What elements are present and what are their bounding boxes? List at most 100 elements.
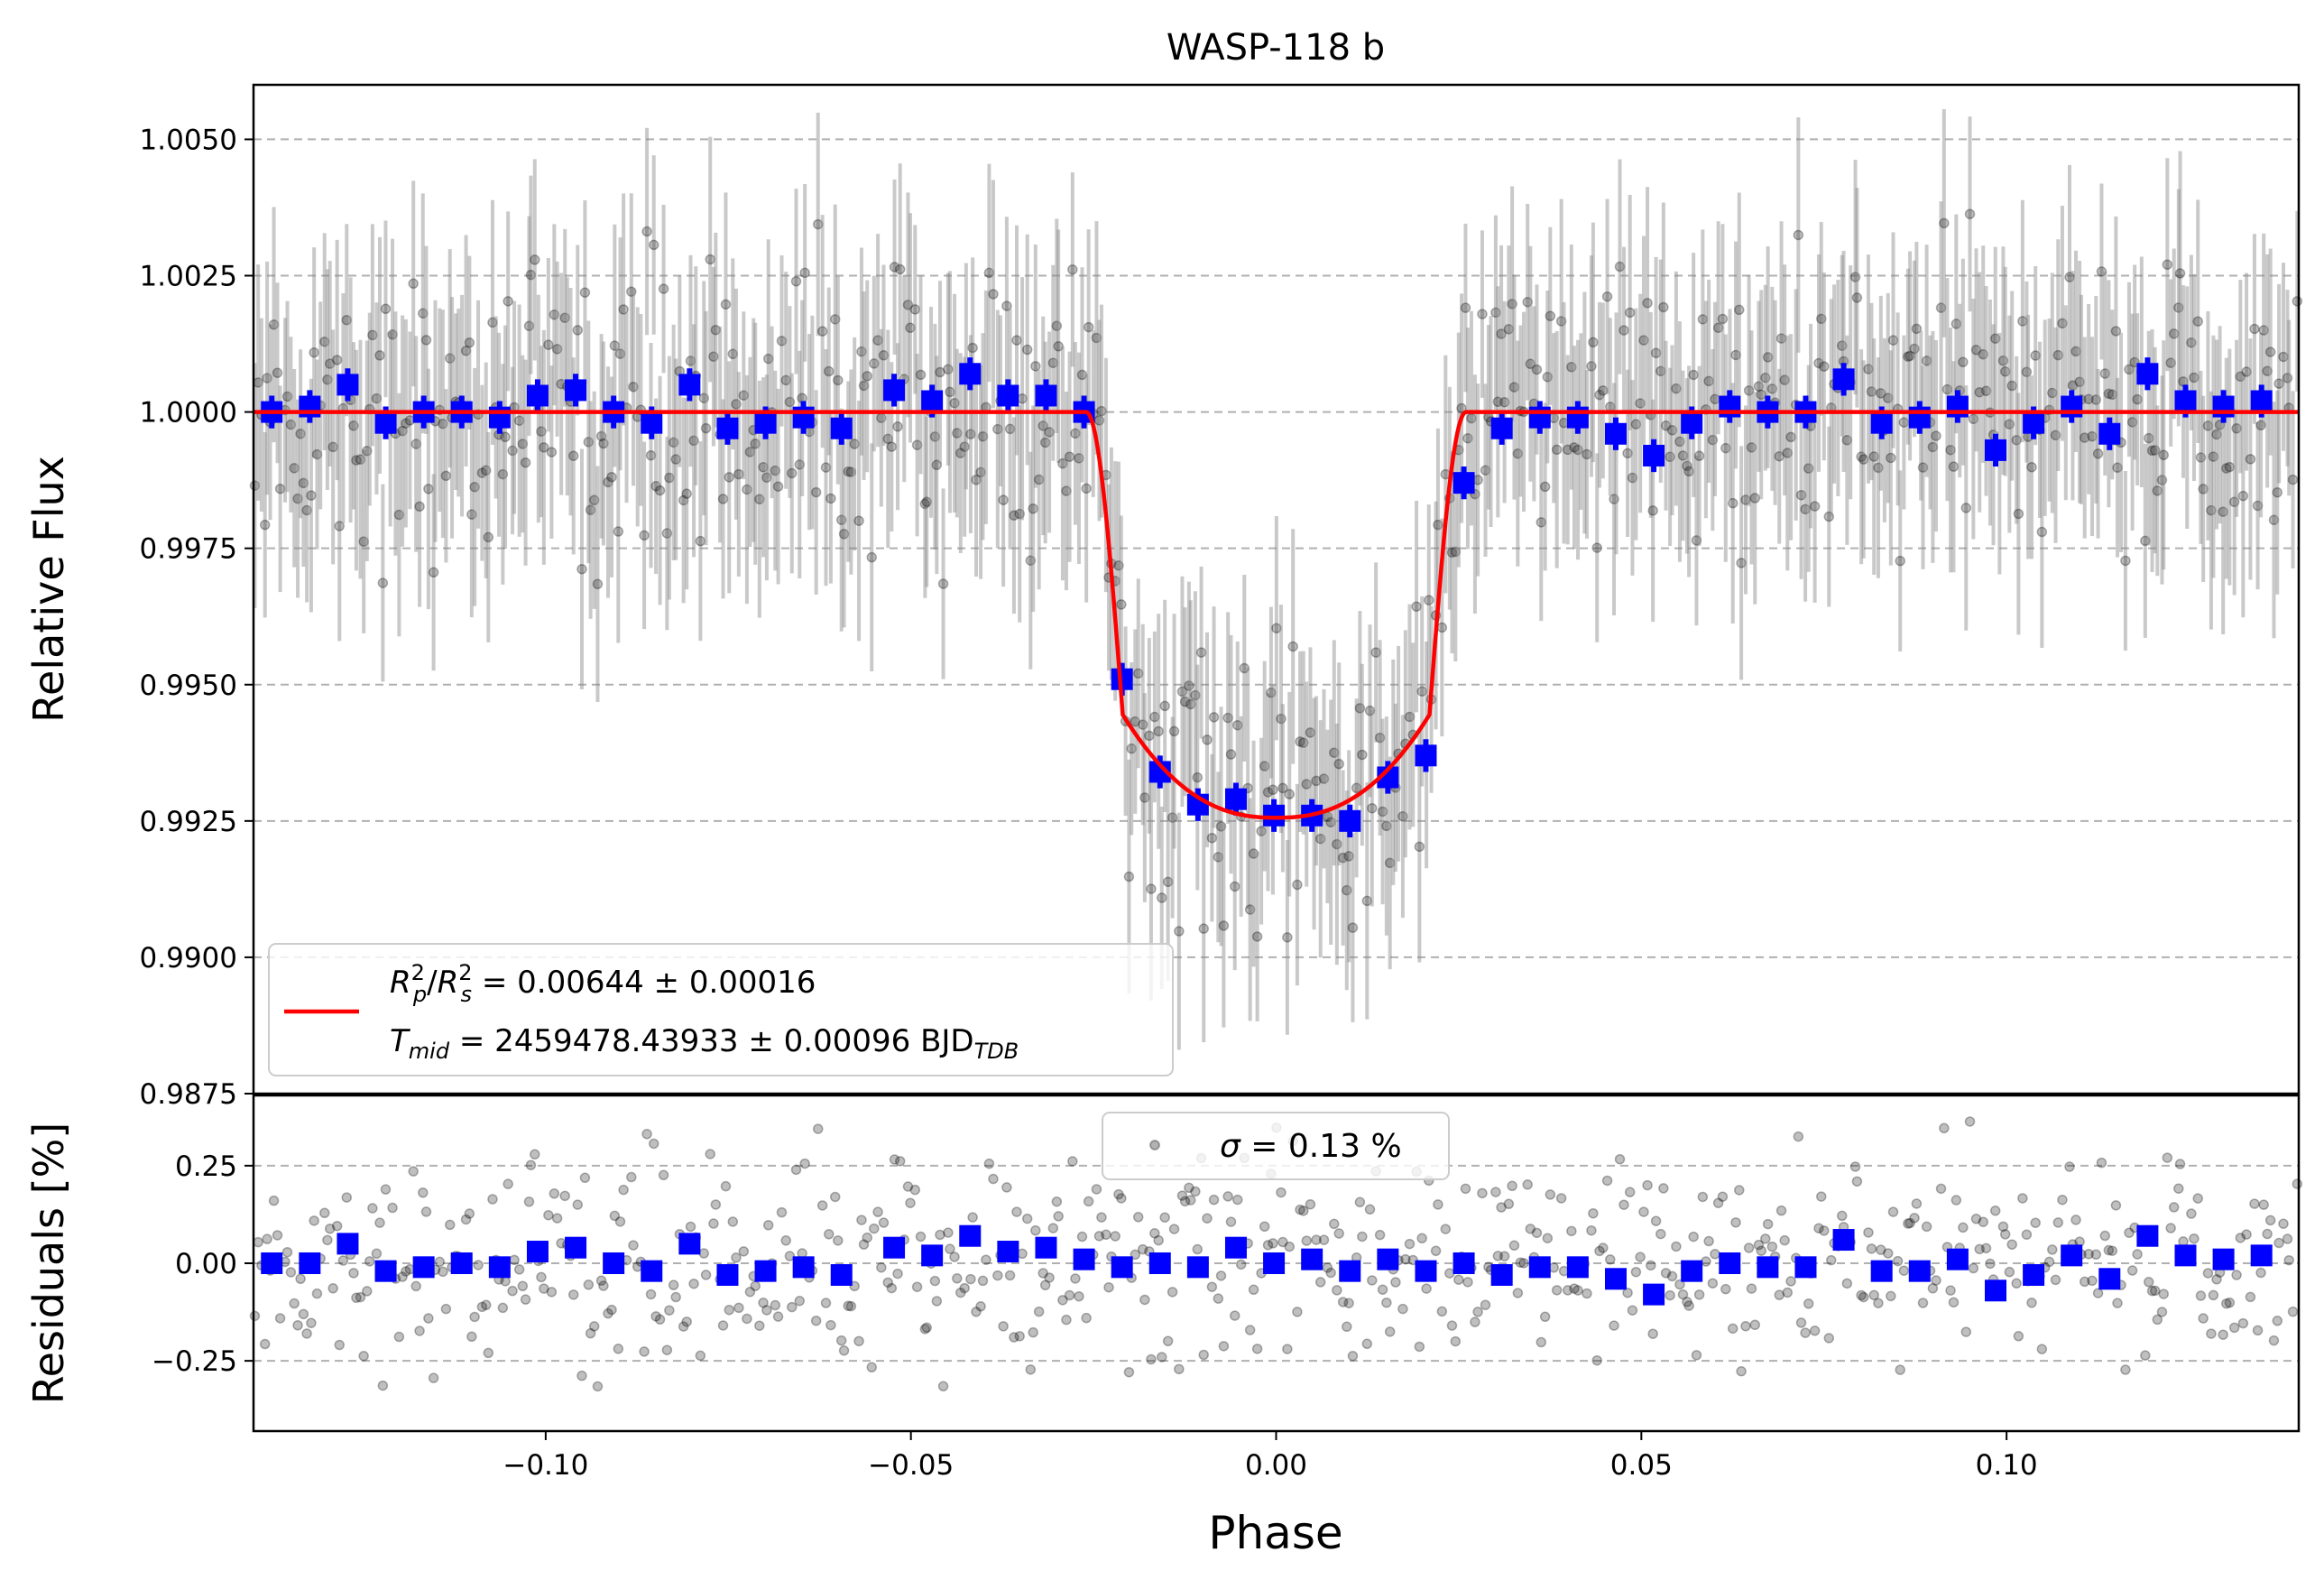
raw-point bbox=[1190, 689, 1201, 701]
residual-point bbox=[1499, 1251, 1510, 1261]
raw-point bbox=[377, 577, 389, 588]
binned-residual-point bbox=[1224, 1236, 1247, 1259]
raw-point bbox=[2206, 504, 2217, 516]
residual-point bbox=[348, 1268, 359, 1279]
residual-point bbox=[2047, 1244, 2058, 1255]
raw-point bbox=[331, 355, 343, 365]
residual-point bbox=[1364, 1204, 1376, 1215]
raw-point bbox=[2017, 316, 2028, 327]
binned-residual-point bbox=[678, 1233, 701, 1255]
raw-point bbox=[909, 304, 921, 315]
raw-point bbox=[1424, 595, 1434, 605]
residual-point bbox=[905, 1197, 916, 1208]
main-ytick-label: 0.9950 bbox=[140, 670, 237, 702]
residual-point bbox=[410, 1280, 421, 1292]
raw-point bbox=[988, 289, 999, 300]
residual-point bbox=[2011, 1278, 2022, 1289]
raw-point bbox=[772, 481, 784, 492]
raw-point bbox=[440, 470, 452, 482]
residual-point bbox=[645, 1289, 657, 1300]
raw-point bbox=[355, 454, 366, 465]
binned-point bbox=[830, 417, 853, 439]
raw-point bbox=[1305, 727, 1316, 738]
residual-point bbox=[992, 1270, 1003, 1281]
residual-point bbox=[1948, 1297, 1960, 1308]
residual-point bbox=[762, 1220, 774, 1231]
raw-point bbox=[1057, 457, 1068, 469]
residual-point bbox=[1525, 1224, 1536, 1234]
binned-residual-point bbox=[830, 1263, 853, 1286]
residual-point bbox=[434, 1256, 446, 1268]
raw-point bbox=[469, 481, 480, 493]
residual-point bbox=[943, 1227, 954, 1238]
residual-point bbox=[1390, 1277, 1401, 1288]
raw-point bbox=[2162, 259, 2173, 270]
raw-point bbox=[1572, 444, 1583, 456]
raw-point bbox=[579, 287, 591, 298]
residual-x-ticks: −0.10 −0.05 0.00 0.05 0.10 bbox=[503, 1431, 2038, 1482]
residual-point bbox=[414, 1326, 425, 1336]
residual-point bbox=[869, 1223, 880, 1234]
raw-point bbox=[1436, 622, 1448, 633]
raw-point bbox=[1318, 773, 1330, 784]
raw-point bbox=[1292, 879, 1303, 891]
raw-point bbox=[2278, 351, 2289, 363]
raw-point bbox=[598, 438, 609, 449]
residual-point bbox=[1093, 1231, 1105, 1242]
residual-point bbox=[262, 1233, 272, 1244]
residual-point bbox=[681, 1316, 692, 1327]
residual-point bbox=[2083, 1249, 2094, 1260]
residual-point bbox=[1931, 1275, 1941, 1286]
residual-point bbox=[812, 1123, 824, 1134]
raw-point bbox=[955, 448, 966, 458]
main-ytick-label: 0.9900 bbox=[140, 942, 237, 975]
raw-point bbox=[1542, 372, 1554, 383]
raw-point bbox=[1185, 698, 1196, 710]
residual-point bbox=[1314, 1277, 1326, 1288]
raw-point bbox=[931, 459, 943, 471]
residual-point bbox=[1655, 1228, 1666, 1240]
raw-point bbox=[1682, 460, 1692, 472]
raw-point bbox=[2103, 388, 2115, 400]
residual-point bbox=[1999, 1229, 2011, 1240]
residual-point bbox=[476, 1301, 488, 1313]
raw-point bbox=[476, 467, 488, 478]
raw-point bbox=[1014, 508, 1025, 520]
residual-point bbox=[1707, 1278, 1719, 1289]
residual-point bbox=[1650, 1215, 1662, 1226]
raw-point bbox=[281, 391, 293, 402]
residual-point bbox=[2241, 1229, 2252, 1240]
residual-point bbox=[1736, 1366, 1747, 1377]
main-ytick-label: 1.0025 bbox=[140, 261, 237, 293]
raw-point bbox=[1917, 462, 1929, 473]
residual-point bbox=[311, 1288, 323, 1299]
residual-point bbox=[585, 1327, 596, 1339]
raw-point bbox=[2195, 452, 2207, 463]
residual-point bbox=[1646, 1260, 1656, 1271]
residual-point bbox=[1367, 1275, 1378, 1286]
raw-point bbox=[1096, 405, 1107, 417]
residual-point bbox=[1153, 1234, 1164, 1246]
residual-point bbox=[1588, 1207, 1599, 1219]
residual-point bbox=[559, 1190, 570, 1202]
residual-point bbox=[319, 1207, 330, 1219]
raw-point bbox=[2126, 417, 2138, 428]
raw-point bbox=[1126, 743, 1137, 754]
raw-point bbox=[2152, 485, 2163, 496]
residual-point bbox=[1477, 1187, 1488, 1199]
residual-point bbox=[1958, 1222, 1969, 1233]
residual-point bbox=[341, 1192, 353, 1203]
raw-point bbox=[738, 390, 750, 401]
binned-residual-point bbox=[1377, 1248, 1399, 1270]
raw-point bbox=[658, 283, 669, 294]
residual-point bbox=[1826, 1254, 1837, 1266]
raw-point bbox=[2079, 432, 2090, 443]
raw-point bbox=[2287, 474, 2299, 485]
raw-point bbox=[2165, 357, 2176, 368]
residual-point bbox=[2237, 1317, 2249, 1329]
raw-point bbox=[551, 344, 563, 355]
residual-point bbox=[1883, 1248, 1894, 1259]
raw-point bbox=[977, 430, 989, 442]
raw-point bbox=[816, 326, 828, 337]
raw-point bbox=[1856, 451, 1867, 462]
